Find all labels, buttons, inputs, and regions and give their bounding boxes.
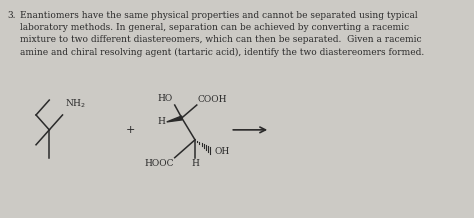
Text: HO: HO [158, 94, 173, 103]
Text: laboratory methods. In general, separation can be achieved by converting a racem: laboratory methods. In general, separati… [20, 23, 409, 32]
Text: 3.: 3. [8, 11, 16, 20]
Text: COOH: COOH [198, 95, 227, 104]
Text: +: + [126, 125, 135, 135]
Text: H: H [191, 159, 199, 168]
Text: amine and chiral resolving agent (tartaric acid), identify the two diastereomers: amine and chiral resolving agent (tartar… [20, 48, 424, 57]
Text: H: H [157, 118, 165, 126]
Text: NH$_2$: NH$_2$ [65, 97, 86, 110]
Text: Enantiomers have the same physical properties and cannot be separated using typi: Enantiomers have the same physical prope… [20, 11, 418, 20]
Text: mixture to two different diastereomers, which can then be separated.  Given a ra: mixture to two different diastereomers, … [20, 36, 422, 44]
Polygon shape [167, 116, 182, 122]
Text: HOOC: HOOC [144, 159, 174, 168]
Text: OH: OH [214, 147, 230, 156]
